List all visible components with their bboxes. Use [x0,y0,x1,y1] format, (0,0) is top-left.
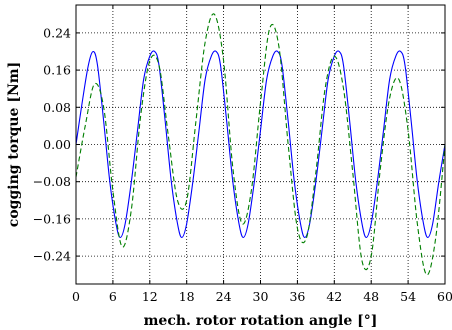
axis-ticks [75,5,446,284]
y-axis-title: cogging torque [Nm] [6,62,22,227]
x-tick-label: 24 [216,289,232,304]
tick-labels: 0 6 12 18 24 30 36 42 48 54 60 −0.24 −0.16 −0.08 0.00 0… [33,25,452,304]
series-line-dashed [75,13,446,276]
y-tick-label: 0.08 [43,100,71,115]
x-tick-label: 54 [400,289,416,304]
y-tick-label: −0.08 [33,174,71,189]
x-tick-label: 42 [326,289,342,304]
x-tick-label: 60 [437,289,452,304]
y-tick-label: 0.24 [43,25,71,40]
y-tick-label: 0.16 [43,63,71,78]
series-line-solid [75,50,446,239]
series-group [75,13,446,276]
y-tick-label: −0.16 [33,211,71,226]
y-tick-label: 0.00 [43,137,71,152]
y-tick-label: −0.24 [33,249,71,264]
x-tick-label: 6 [109,289,117,304]
x-tick-label: 0 [72,289,80,304]
x-tick-label: 48 [363,289,379,304]
x-tick-label: 30 [253,289,269,304]
x-tick-label: 12 [142,289,158,304]
x-tick-label: 36 [289,289,305,304]
grid [76,5,445,284]
x-tick-label: 18 [179,289,195,304]
x-axis-title: mech. rotor rotation angle [°] [144,313,378,329]
